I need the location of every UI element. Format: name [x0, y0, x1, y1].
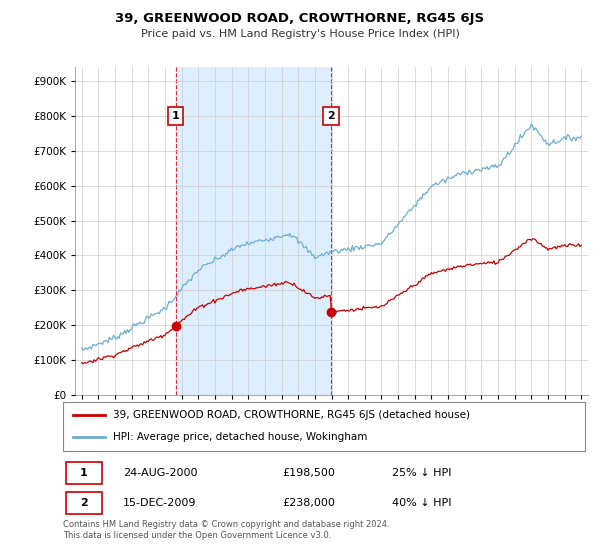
- Text: 2: 2: [327, 111, 335, 121]
- FancyBboxPatch shape: [65, 492, 102, 514]
- Text: 39, GREENWOOD ROAD, CROWTHORNE, RG45 6JS: 39, GREENWOOD ROAD, CROWTHORNE, RG45 6JS: [115, 12, 485, 25]
- FancyBboxPatch shape: [65, 462, 102, 484]
- Text: 25% ↓ HPI: 25% ↓ HPI: [392, 468, 451, 478]
- Text: 24-AUG-2000: 24-AUG-2000: [123, 468, 197, 478]
- Text: Contains HM Land Registry data © Crown copyright and database right 2024.
This d: Contains HM Land Registry data © Crown c…: [63, 520, 389, 540]
- Text: 2: 2: [80, 498, 88, 508]
- Text: £238,000: £238,000: [282, 498, 335, 508]
- Text: 39, GREENWOOD ROAD, CROWTHORNE, RG45 6JS (detached house): 39, GREENWOOD ROAD, CROWTHORNE, RG45 6JS…: [113, 410, 470, 420]
- Text: HPI: Average price, detached house, Wokingham: HPI: Average price, detached house, Woki…: [113, 432, 367, 442]
- FancyBboxPatch shape: [63, 402, 585, 451]
- Text: 15-DEC-2009: 15-DEC-2009: [123, 498, 197, 508]
- Text: £198,500: £198,500: [282, 468, 335, 478]
- Text: 40% ↓ HPI: 40% ↓ HPI: [392, 498, 451, 508]
- Text: 1: 1: [80, 468, 88, 478]
- Text: 1: 1: [172, 111, 179, 121]
- Bar: [176, 67, 331, 395]
- Text: Price paid vs. HM Land Registry's House Price Index (HPI): Price paid vs. HM Land Registry's House …: [140, 29, 460, 39]
